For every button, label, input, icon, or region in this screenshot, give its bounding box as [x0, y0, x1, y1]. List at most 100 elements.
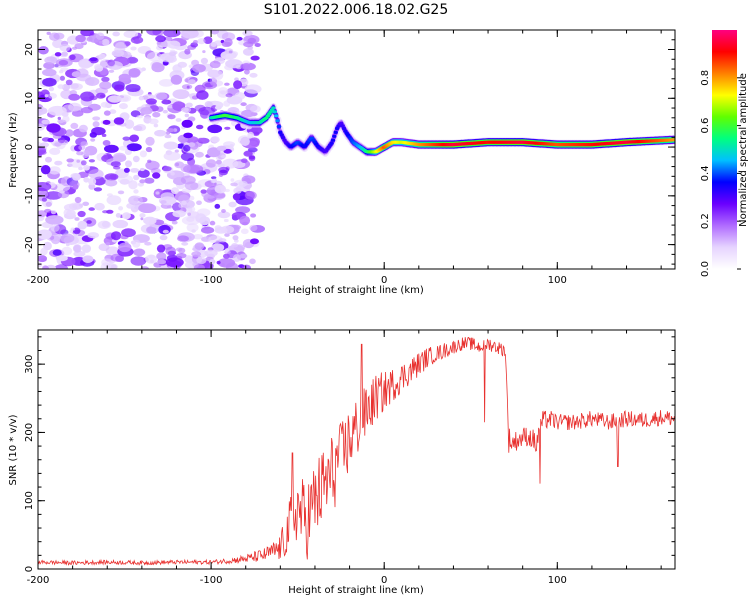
heatmap-noise-blob: [214, 203, 221, 209]
heatmap-noise-blob: [57, 119, 64, 124]
heatmap-y-ticks: -20 -10 0 10 20: [24, 29, 675, 265]
snr-panel: -200 -100 0 100 0 100 200 300 Height of straig…: [8, 329, 676, 596]
heatmap-noise-blob: [48, 86, 55, 92]
heatmap-noise-blob: [223, 253, 230, 259]
heatmap-noise-blob: [101, 38, 110, 46]
heatmap-trace-cell: [339, 121, 344, 125]
heatmap-noise-blob: [171, 187, 179, 195]
snr-x-tick-label: 0: [381, 575, 387, 586]
heatmap-noise-blob: [112, 31, 120, 37]
heatmap-noise-blob: [156, 45, 163, 51]
heatmap-noise-blob: [153, 123, 159, 128]
heatmap-noise-blob: [186, 216, 195, 222]
heatmap-noise-blob: [194, 242, 205, 250]
heatmap-noise-blob: [42, 77, 57, 87]
heatmap-noise-blob: [122, 212, 131, 220]
heatmap-noise-blob: [119, 103, 128, 110]
heatmap-noise-blob: [210, 30, 220, 35]
heatmap-noise-blob: [106, 193, 113, 197]
heatmap-noise-blob: [144, 177, 155, 184]
heatmap-noise-blob: [172, 89, 190, 99]
heatmap-noise-blob: [115, 213, 121, 218]
heatmap-noise-blob: [221, 209, 226, 213]
heatmap-noise-blob: [176, 247, 183, 252]
heatmap-noise-blob: [106, 209, 114, 214]
heatmap-noise-blob: [137, 169, 150, 178]
heatmap-trace-cell: [280, 136, 286, 140]
heatmap-noise-blob: [209, 77, 218, 85]
heatmap-noise-blob: [250, 238, 259, 245]
heatmap-noise-blob: [196, 200, 202, 206]
heatmap-noise-blob: [77, 220, 88, 230]
heatmap-noise-blob: [244, 69, 250, 75]
heatmap-noise-blob: [223, 148, 232, 154]
heatmap-noise-blob: [96, 92, 106, 99]
heatmap-noise-blob: [181, 119, 193, 128]
heatmap-noise-blob: [184, 181, 199, 191]
snr-xlabel: Height of straight line (km): [288, 585, 424, 596]
heatmap-noise-blob: [86, 220, 92, 224]
heatmap-noise-blob: [239, 253, 248, 259]
heatmap-noise-blob: [133, 174, 140, 181]
snr-x-tick-label: -200: [27, 575, 50, 586]
heatmap-noise-blob: [50, 210, 57, 215]
heatmap-noise-blob: [38, 46, 49, 55]
heatmap-noise-blob: [247, 131, 254, 139]
heatmap-noise-blob: [83, 177, 90, 183]
heatmap-noise-blob: [38, 182, 52, 192]
heatmap-frame: [37, 29, 676, 270]
heatmap-noise-blob: [225, 93, 233, 98]
heatmap-noise-blob: [189, 195, 195, 201]
heatmap-noise-blob: [113, 117, 125, 125]
heatmap-noise-blob: [125, 84, 141, 92]
heatmap-noise-blob: [99, 60, 108, 68]
heatmap-noise-blob: [147, 51, 162, 62]
heatmap-noise-blob: [193, 264, 205, 269]
heatmap-noise-blob: [59, 190, 65, 194]
heatmap-noise-blob: [191, 251, 202, 257]
heatmap-x-tick-label: 100: [548, 275, 567, 286]
colorbar-tick-label: 0.0: [700, 261, 711, 277]
heatmap-noise-blob: [123, 167, 130, 173]
heatmap-noise-blob: [140, 107, 153, 115]
heatmap-y-tick-label: 20: [24, 43, 35, 56]
heatmap-noise-blob: [207, 124, 223, 134]
heatmap-noise-blob: [61, 51, 68, 56]
heatmap-noise-blob: [81, 106, 93, 114]
heatmap-noise-blob: [113, 154, 127, 163]
heatmap-noise-blob: [72, 173, 81, 181]
heatmap-noise-blob: [244, 191, 257, 200]
heatmap-xlabel: Height of straight line (km): [288, 285, 424, 296]
heatmap-noise-blob: [38, 229, 52, 240]
heatmap-trace-cell: [279, 133, 284, 137]
heatmap-noise-blob: [133, 125, 143, 131]
heatmap-noise-blob: [242, 63, 251, 70]
heatmap-noise-blob: [107, 95, 122, 103]
heatmap-noise-blob: [203, 36, 213, 44]
heatmap-noise-blob: [122, 136, 131, 141]
snr-plot-area: [38, 330, 675, 569]
heatmap-noise-blob: [85, 77, 100, 86]
heatmap-y-tick-label: 0: [24, 144, 35, 150]
heatmap-noise-blob: [121, 228, 136, 238]
heatmap-trace-cell: [271, 106, 276, 110]
heatmap-noise-blob: [49, 147, 61, 155]
heatmap-noise-blob: [197, 38, 206, 45]
heatmap-noise-blob: [136, 115, 143, 119]
heatmap-noise-blob: [109, 109, 117, 114]
heatmap-noise-blob: [163, 141, 179, 150]
heatmap-noise-blob: [73, 245, 81, 252]
heatmap-noise-blob: [250, 213, 257, 218]
heatmap-noise-blob: [101, 76, 110, 82]
heatmap-noise-blob: [128, 68, 141, 78]
heatmap-noise-blob: [71, 110, 84, 117]
heatmap-noise-blob: [221, 32, 236, 41]
heatmap-noise-blob: [105, 246, 120, 255]
heatmap-noise-blob: [177, 61, 188, 68]
heatmap-noise-blob: [228, 201, 237, 208]
heatmap-trace-cell: [671, 138, 675, 142]
heatmap-noise-blob: [199, 216, 211, 226]
heatmap-noise-blob: [114, 84, 125, 92]
heatmap-noise-blob: [200, 57, 208, 65]
heatmap-noise-blob: [66, 158, 74, 163]
